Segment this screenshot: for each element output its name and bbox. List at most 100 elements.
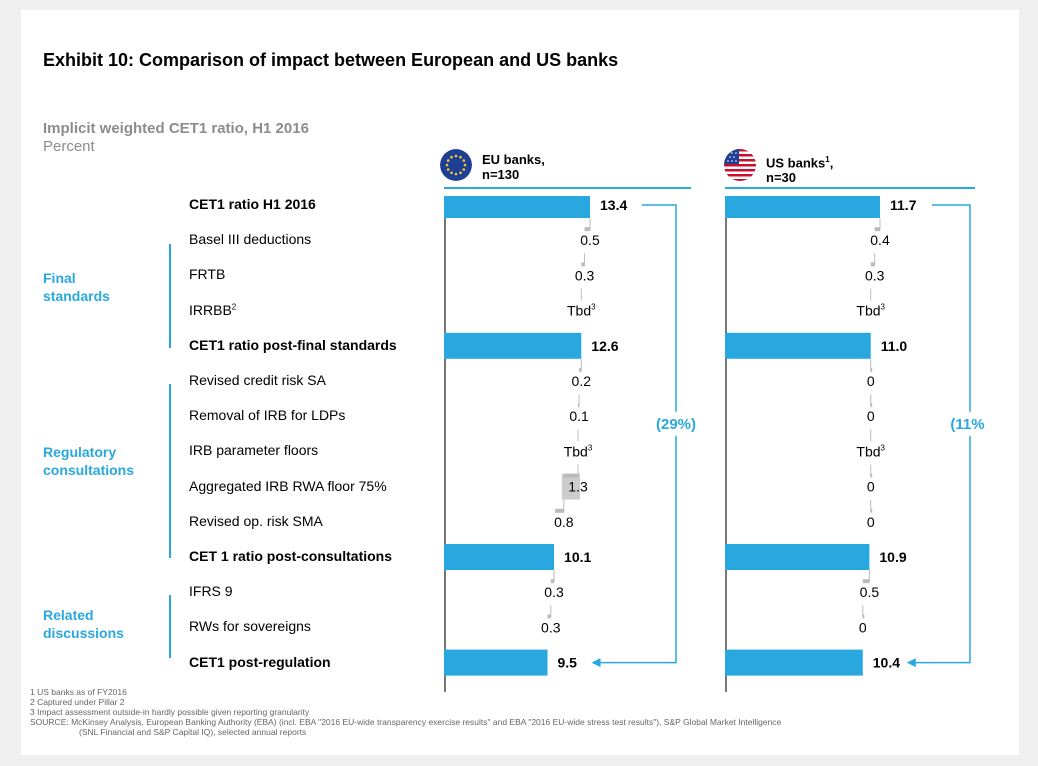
- us-change-label: (11%): [950, 416, 985, 433]
- bar-value-label: 10.1: [564, 549, 591, 565]
- delta-value-label: 0.2: [572, 373, 592, 389]
- eu-change-label: (29%): [656, 416, 696, 433]
- row-label: IRB parameter floors: [189, 442, 319, 459]
- delta-bar: [862, 579, 870, 584]
- us-panel-footnote-ref: 1: [825, 155, 830, 164]
- delta-value-label: 0: [867, 373, 875, 389]
- delta-bar: [555, 508, 564, 513]
- delta-value-label: 0: [867, 408, 875, 424]
- source-note: SOURCE: McKinsey Analysis, European Bank…: [30, 717, 782, 727]
- footnote-ref: 2: [231, 301, 237, 311]
- row-label: IRRBB2: [189, 301, 237, 318]
- delta-value-label: 0.5: [860, 584, 880, 600]
- total-bar: [725, 649, 863, 676]
- group-regulatory-consultations: Regulatory consultations: [43, 444, 135, 478]
- footnote-3: 3 Impact assessment outside-in hardly po…: [30, 707, 310, 717]
- delta-value-label: 1.3: [568, 479, 588, 495]
- total-bar: [444, 196, 590, 218]
- total-bar: [444, 544, 555, 570]
- delta-bar: [862, 614, 865, 619]
- row-label: Removal of IRB for LDPs: [189, 407, 346, 424]
- change-arrowhead: [591, 658, 601, 668]
- source-note-continued: (SNL Financial and S&P Capital IQ), sele…: [79, 727, 307, 737]
- total-bar: [725, 544, 870, 570]
- delta-value-label: 0.4: [870, 232, 890, 248]
- delta-bar: [547, 614, 551, 619]
- row-label: FRTB: [189, 266, 226, 283]
- us-panel-title: US banks1, n=30: [766, 152, 833, 185]
- group-related-discussions-bracket: [169, 595, 171, 658]
- eu-panel-title: EU banks, n=130: [482, 152, 545, 182]
- group-final-standards-bracket: [169, 244, 171, 348]
- delta-bar: [870, 262, 875, 267]
- bar-value-label: 9.5: [558, 655, 578, 671]
- bar-value-label: 13.4: [600, 197, 627, 213]
- eu-header-rule: [444, 187, 691, 189]
- total-bar: [725, 196, 880, 218]
- us-flag-icon: [724, 149, 756, 181]
- delta-value-label: Tbd3: [856, 303, 885, 319]
- footnotes: 1 US banks as of FY2016 2 Captured under…: [30, 687, 781, 737]
- unit-label: Percent: [43, 138, 95, 155]
- delta-bar: [870, 403, 873, 408]
- highlight-box: [561, 473, 581, 500]
- chart-subtitle: Implicit weighted CET1 ratio, H1 2016: [43, 120, 309, 137]
- us-panel-title-line2: n=30: [766, 170, 796, 186]
- row-label: Revised credit risk SA: [189, 372, 326, 388]
- delta-value-label: 0.1: [569, 408, 589, 424]
- group-final-standards: Final standards: [43, 270, 110, 304]
- row-label: IFRS 9: [189, 583, 233, 600]
- delta-bar: [874, 227, 880, 232]
- delta-value-label: Tbd3: [856, 443, 885, 459]
- delta-value-label: 0: [867, 479, 875, 495]
- bar-value-label: 11.7: [890, 197, 917, 213]
- group-related-discussions: Related discussions: [43, 607, 124, 641]
- row-label: Aggregated IRB RWA floor 75%: [189, 477, 387, 494]
- delta-bar: [563, 473, 579, 478]
- row-label: Revised op. risk SMA: [189, 512, 323, 529]
- row-label: CET1 post-regulation: [189, 653, 331, 670]
- delta-bar: [579, 368, 582, 372]
- us-waterfall-chart: 11.7 0.4 0.3 Tbd3 11.0 0 0 Tbd3 0 0 10.9 0.5 0 10.4 (1…: [725, 196, 985, 676]
- delta-value-label: 0.3: [544, 584, 564, 600]
- total-bar: [725, 332, 871, 359]
- footnote-ref: 3: [881, 303, 886, 312]
- delta-value-label: 0: [859, 619, 867, 635]
- footnote-ref: 3: [881, 443, 886, 452]
- row-label: RWs for sovereigns: [189, 618, 311, 635]
- bar-value-label: 10.9: [879, 549, 906, 565]
- eu-flag-icon: [440, 149, 472, 181]
- row-label: CET 1 ratio post-consultations: [189, 548, 393, 564]
- eu-panel-title-line1: EU banks,: [482, 152, 545, 167]
- delta-value-label: 0: [867, 514, 875, 530]
- bar-value-label: 12.6: [591, 338, 618, 354]
- footnote-1: 1 US banks as of FY2016: [30, 687, 127, 697]
- delta-value-label: 0.5: [580, 232, 600, 248]
- exhibit-title: Exhibit 10: Comparison of impact between…: [43, 50, 619, 70]
- delta-value-label: 0.8: [554, 514, 574, 530]
- delta-value-label: 0.3: [541, 619, 561, 635]
- eu-waterfall-chart: 13.4 0.5 0.3 Tbd3 12.6 0.2 0.1 Tbd3 1.3 0.8 10.1 0.…: [444, 196, 704, 676]
- delta-bar: [550, 579, 555, 584]
- delta-value-label: 0.3: [575, 267, 595, 283]
- footnote-ref: 3: [591, 303, 596, 312]
- bar-value-label: 10.4: [873, 655, 900, 671]
- us-header-rule: [725, 187, 975, 189]
- delta-bar: [870, 368, 873, 372]
- total-bar: [444, 332, 582, 359]
- group-regulatory-consultations-bracket: [169, 384, 171, 558]
- delta-value-label: Tbd3: [567, 303, 596, 319]
- us-axis-line: [725, 196, 727, 692]
- row-label: Basel III deductions: [189, 231, 312, 248]
- change-label-bg: [942, 411, 985, 436]
- delta-bar: [584, 227, 590, 232]
- row-label: CET1 ratio H1 2016: [189, 196, 316, 212]
- eu-panel-title-line2: n=130: [482, 167, 520, 182]
- row-label: CET1 ratio post-final standards: [189, 336, 397, 353]
- total-bar: [444, 649, 548, 676]
- footnote-ref: 3: [588, 443, 593, 452]
- delta-value-label: 0.3: [865, 267, 885, 283]
- delta-value-label: Tbd3: [564, 443, 593, 459]
- footnote-2: 2 Captured under Pillar 2: [30, 697, 125, 707]
- eu-axis-line: [444, 196, 446, 692]
